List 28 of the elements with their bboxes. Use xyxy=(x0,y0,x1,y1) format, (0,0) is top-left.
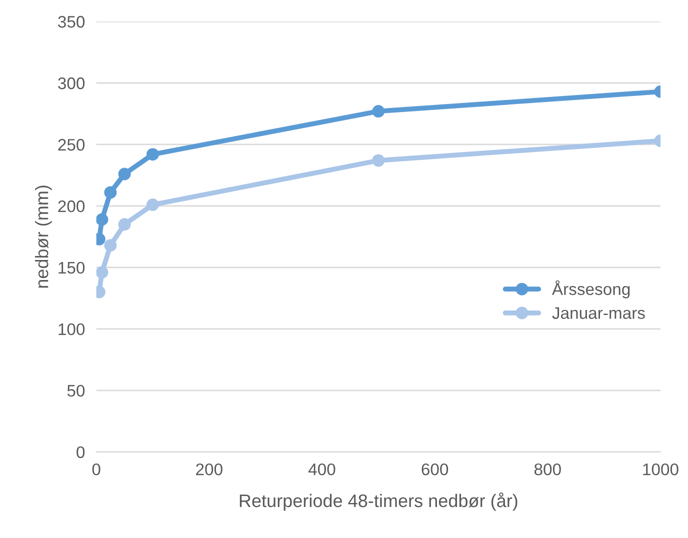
y-tick-label: 150 xyxy=(58,262,85,274)
point xyxy=(104,186,117,199)
x-axis-title: Returperiode 48-timers nedbør (år) xyxy=(240,492,518,511)
y-tick-label: 50 xyxy=(67,384,85,397)
point xyxy=(146,148,159,161)
x-tick-label: 800 xyxy=(534,463,561,476)
point xyxy=(104,239,117,252)
point xyxy=(146,198,159,211)
point xyxy=(372,154,385,167)
x-tick-label: 400 xyxy=(308,463,336,476)
point xyxy=(118,168,131,180)
point xyxy=(96,213,108,226)
y-tick-label: 0 xyxy=(76,446,85,458)
y-tick-label: 200 xyxy=(58,200,85,212)
point xyxy=(118,218,131,231)
point xyxy=(96,266,108,279)
y-tick-label: 350 xyxy=(58,16,85,28)
legend-label: Januar-mars xyxy=(552,307,645,319)
y-axis-title: nedbør (mm) xyxy=(35,186,52,288)
y-tick-label: 100 xyxy=(58,323,85,336)
x-tick-label: 200 xyxy=(196,463,222,476)
x-tick-label: 0 xyxy=(92,463,100,476)
point xyxy=(372,105,385,118)
legend-label: Årssesong xyxy=(552,280,630,298)
y-tick-label: 250 xyxy=(58,138,85,151)
x-tick-label: 600 xyxy=(422,463,448,476)
y-tick-label: 300 xyxy=(58,77,85,90)
x-tick-label: 1000 xyxy=(643,463,678,476)
